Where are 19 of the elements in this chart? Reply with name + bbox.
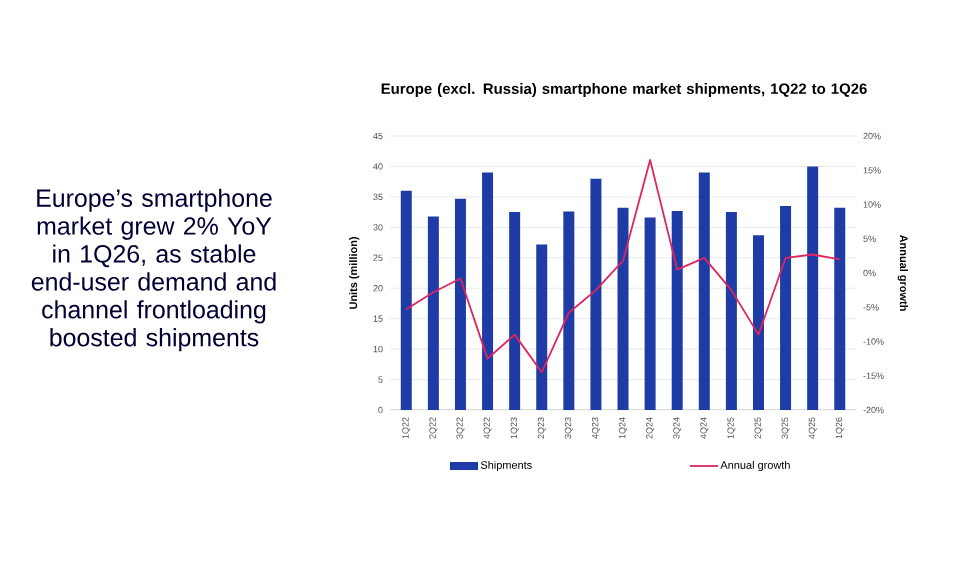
bar <box>752 235 764 410</box>
bar <box>482 172 494 410</box>
bar <box>698 172 710 410</box>
bar <box>563 211 575 410</box>
bar <box>400 190 412 410</box>
bar <box>834 207 846 410</box>
bar <box>509 212 521 410</box>
text: Europe’s smartphone market grew 2% YoY in 1Q26, as stable end-user demand and channel frontloading boosted shipments <box>31 188 276 352</box>
bar <box>807 166 819 410</box>
bar <box>671 210 683 410</box>
bar <box>536 244 548 410</box>
bar <box>725 212 737 410</box>
bar <box>617 207 629 410</box>
bar <box>780 206 792 410</box>
line-series <box>405 159 841 374</box>
bar <box>427 216 439 410</box>
bar <box>644 217 656 410</box>
bar <box>590 178 602 410</box>
bar <box>454 198 466 410</box>
